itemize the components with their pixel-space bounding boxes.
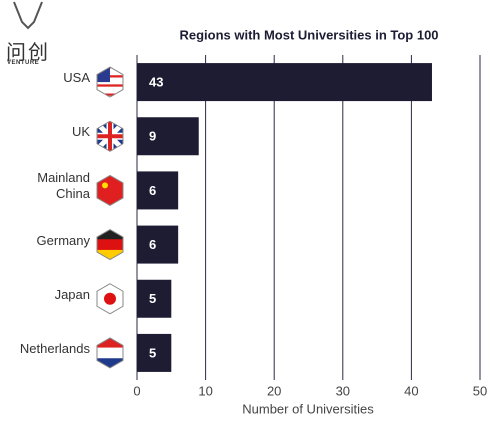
flag-stripe <box>97 358 123 368</box>
flag-cross <box>97 121 123 152</box>
logo-shape <box>13 1 43 30</box>
flag-border <box>96 283 124 315</box>
flag-stripe <box>97 88 123 92</box>
flag-field <box>97 175 123 206</box>
value-label: 5 <box>149 345 156 360</box>
value-label: 6 <box>149 237 156 252</box>
value-label: 9 <box>149 129 156 144</box>
flag <box>97 175 123 206</box>
x-tick-label: 30 <box>336 383 350 398</box>
flag-stripe <box>97 347 123 359</box>
bar <box>137 333 172 372</box>
value-label: 5 <box>149 291 156 306</box>
bar <box>137 117 199 156</box>
flag-stripe <box>97 229 123 240</box>
bar <box>137 171 179 210</box>
flag-border <box>96 174 124 206</box>
flag-border <box>96 229 124 261</box>
value-label: 6 <box>149 183 156 198</box>
y-tick-label: UK <box>71 124 90 140</box>
flag-stripe <box>97 337 123 349</box>
y-tick-label: USA <box>63 70 90 86</box>
x-axis-label: Number of Universities <box>242 401 374 416</box>
flag-stripe <box>97 93 123 96</box>
flag <box>97 337 123 368</box>
x-tick-label: 10 <box>198 383 212 398</box>
y-tick-label: Netherlands <box>19 340 90 356</box>
value-label: 43 <box>149 75 163 90</box>
flag-stripe <box>97 249 123 260</box>
flag-stripe <box>97 84 123 87</box>
x-tick-label: 20 <box>267 383 281 398</box>
flag <box>97 283 123 314</box>
y-tick-label: Mainland China <box>37 170 90 202</box>
x-tick-label: 0 <box>133 383 140 398</box>
x-tick-label: 40 <box>404 383 418 398</box>
chart-title: Regions with Most Universities in Top 10… <box>179 27 438 42</box>
flag-sun <box>104 292 116 305</box>
flag-border <box>96 66 124 98</box>
y-tick-label: Japan <box>54 286 90 302</box>
x-tick-label: 50 <box>473 383 487 398</box>
flag-border <box>96 337 124 369</box>
flag-border <box>96 120 124 152</box>
flag-stripe <box>97 239 123 251</box>
y-tick-label: Germany <box>36 232 90 248</box>
bar <box>137 279 172 318</box>
flag <box>97 67 123 96</box>
logo-mark: 问创 <box>6 42 50 64</box>
flag <box>97 121 123 152</box>
bar <box>137 225 179 264</box>
flag-star <box>102 182 108 189</box>
logo-word: VENTURE <box>7 60 40 66</box>
bar <box>137 63 432 102</box>
flag <box>97 229 123 260</box>
